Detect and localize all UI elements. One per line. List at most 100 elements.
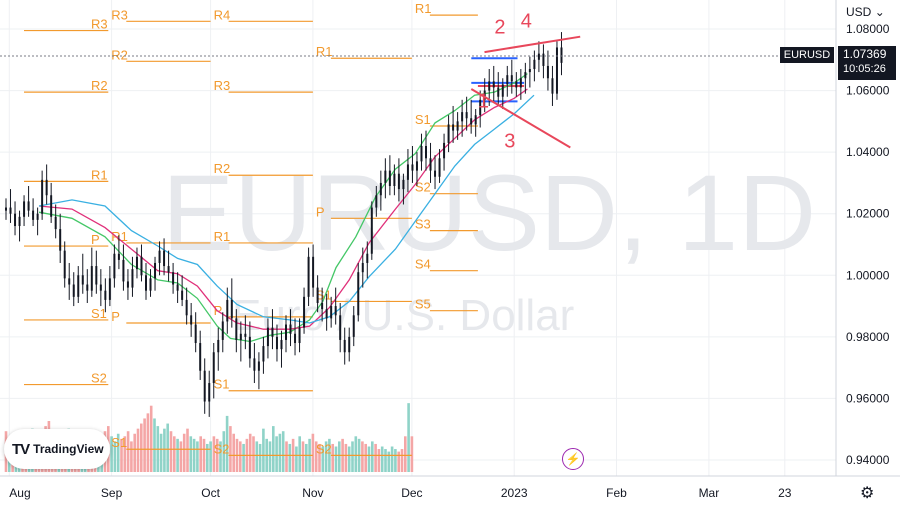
volume-bar <box>248 433 252 472</box>
candle <box>86 269 89 303</box>
pivot-label: R3 <box>214 78 231 93</box>
candle-body <box>257 361 260 371</box>
pivot-label: R3 <box>111 7 128 22</box>
volume-bar <box>199 436 202 472</box>
volume-bar <box>123 436 127 472</box>
candle-body <box>528 69 531 73</box>
pivot-label: R1 <box>111 229 128 244</box>
candle-body <box>537 53 540 60</box>
pivot-label: P <box>316 204 325 219</box>
candle-body <box>542 53 545 66</box>
candle-body <box>352 315 355 337</box>
volume-bar <box>301 441 305 472</box>
tradingview-badge[interactable]: TV TradingView <box>4 429 110 469</box>
candle-body <box>135 256 138 270</box>
candle <box>330 296 333 328</box>
volume-bar <box>338 441 341 472</box>
candle-body <box>14 213 17 227</box>
candle-body <box>262 346 265 362</box>
candle <box>375 186 378 217</box>
candle <box>14 201 17 236</box>
candle <box>370 201 373 260</box>
volume-bar <box>116 433 120 472</box>
trend-lines[interactable] <box>470 35 581 149</box>
lightning-icon[interactable]: ⚡ <box>562 448 584 470</box>
candle <box>99 269 102 307</box>
candle <box>244 315 247 350</box>
candle <box>90 247 93 297</box>
candle <box>271 309 274 350</box>
candle-body <box>131 269 134 288</box>
candle <box>72 272 75 307</box>
candle <box>397 158 400 202</box>
gear-icon[interactable]: ⚙ <box>860 485 875 502</box>
candle <box>510 59 513 94</box>
pivot-label: S2 <box>214 441 230 456</box>
candle <box>312 244 315 297</box>
volume-bar <box>288 443 292 472</box>
volume-bar <box>321 446 325 472</box>
candle-body <box>483 90 486 100</box>
candle-body <box>420 145 423 162</box>
candle-body <box>425 145 427 159</box>
candle-body <box>357 272 360 316</box>
candle-body <box>126 281 129 288</box>
candle <box>45 164 48 205</box>
time-axis[interactable]: Aug Sep Oct Nov Dec 2023 Feb Mar 23 <box>9 486 791 500</box>
candle-body <box>402 179 405 190</box>
trend-line <box>484 35 581 54</box>
volume-bar <box>133 433 136 472</box>
candle <box>275 324 278 362</box>
volume-bar <box>311 433 315 472</box>
candle <box>95 250 98 294</box>
candle <box>465 96 468 131</box>
candle <box>285 315 287 353</box>
candle-body <box>253 358 256 371</box>
volume-bar <box>344 443 348 472</box>
candle <box>393 164 396 196</box>
pivot-label: P <box>214 303 223 318</box>
tradingview-logo-icon: TV <box>12 440 30 458</box>
candle <box>217 327 220 371</box>
time-tick-label: Feb <box>606 486 627 500</box>
volume-bar <box>239 441 242 472</box>
candle-body <box>45 179 48 196</box>
candle-body <box>108 278 111 300</box>
candle-body <box>154 262 157 279</box>
symbol-tag: EURUSD <box>780 47 834 63</box>
candle-body <box>244 333 247 337</box>
candle <box>515 72 518 97</box>
candle-body <box>36 213 39 220</box>
candle-body <box>488 81 491 91</box>
candle-body <box>524 72 527 79</box>
candle-body <box>59 229 62 251</box>
candle-body <box>388 170 391 187</box>
price-tick-label: 1.02000 <box>846 207 890 221</box>
candle-body <box>330 306 333 319</box>
volume-bar <box>113 441 117 472</box>
pivot-label: S2 <box>91 371 107 386</box>
candle <box>357 262 360 322</box>
candle-body <box>9 207 12 214</box>
candle <box>280 330 283 368</box>
candle-body <box>406 164 409 180</box>
candle <box>443 133 446 171</box>
time-tick-label: Sep <box>101 486 123 500</box>
grid <box>0 0 836 476</box>
currency-menu[interactable]: USD ⌄ <box>846 5 885 19</box>
volume-bar <box>367 446 371 472</box>
price-axis[interactable]: 1.08000 1.06000 1.04000 1.02000 1.00000 0.980… <box>846 22 890 467</box>
pivot-label: P <box>111 309 120 324</box>
candle <box>542 44 545 79</box>
candle <box>131 256 134 297</box>
candle-body <box>86 284 89 291</box>
candle-body <box>117 253 120 260</box>
candle-body <box>456 121 459 131</box>
last-price-value: 1.07369 <box>843 47 887 61</box>
volume-bar <box>130 441 133 472</box>
volume-bar <box>229 426 232 472</box>
candle-body <box>27 201 30 211</box>
candle-body <box>104 290 107 300</box>
